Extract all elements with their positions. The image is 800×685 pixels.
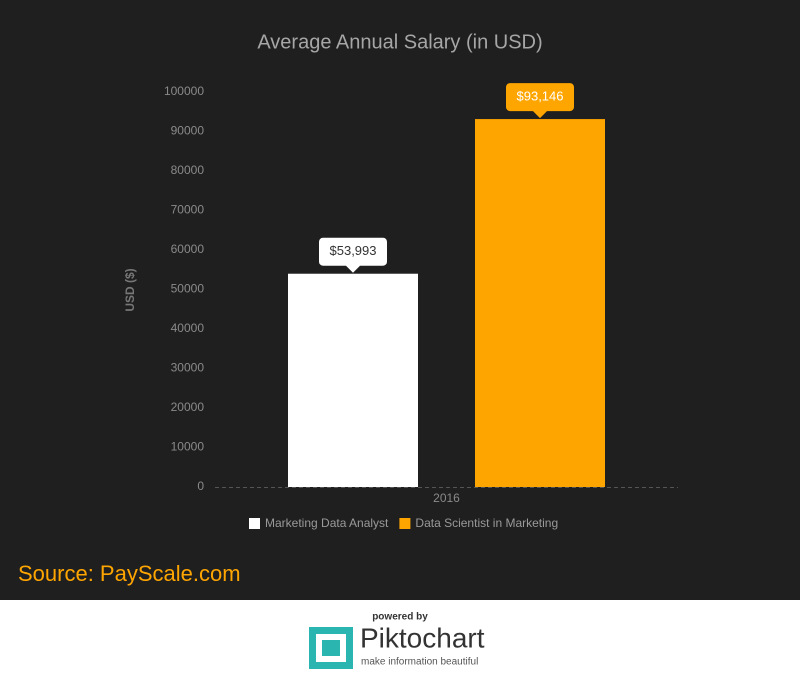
source: Source: PayScale.com xyxy=(18,561,241,586)
y-tick-label: 30000 xyxy=(171,361,205,375)
legend-swatch xyxy=(399,518,411,529)
bar xyxy=(288,273,418,487)
value-label-box xyxy=(506,83,574,119)
powered-by: powered by xyxy=(372,612,428,623)
y-tick-label: 0 xyxy=(197,479,204,493)
y-tick-label: 10000 xyxy=(171,440,205,454)
y-tick-label: 100000 xyxy=(164,84,204,98)
footer-background xyxy=(0,600,800,680)
legend-label: Data Scientist in Marketing xyxy=(415,516,558,530)
tagline: make information beautiful xyxy=(361,657,478,668)
y-tick-label: 70000 xyxy=(171,203,205,217)
chart-title: Average Annual Salary (in USD) xyxy=(257,31,542,53)
y-tick-label: 20000 xyxy=(171,400,205,414)
y-tick-label: 50000 xyxy=(171,282,205,296)
y-tick-label: 80000 xyxy=(171,163,205,177)
y-tick-label: 90000 xyxy=(171,124,205,138)
legend-swatch xyxy=(249,518,260,529)
bar xyxy=(475,119,605,487)
legend-label: Marketing Data Analyst xyxy=(265,516,389,530)
y-tick-label: 40000 xyxy=(171,321,205,335)
y-tick-label: 60000 xyxy=(171,242,205,256)
value-label-box xyxy=(319,237,387,273)
y-axis-label: USD ($) xyxy=(123,268,137,311)
logo-icon xyxy=(309,627,353,669)
value-label: $93,146 xyxy=(517,89,564,104)
value-label: $53,993 xyxy=(330,243,377,258)
x-tick-label: 2016 xyxy=(433,491,460,505)
brand: Piktochart xyxy=(360,622,485,653)
